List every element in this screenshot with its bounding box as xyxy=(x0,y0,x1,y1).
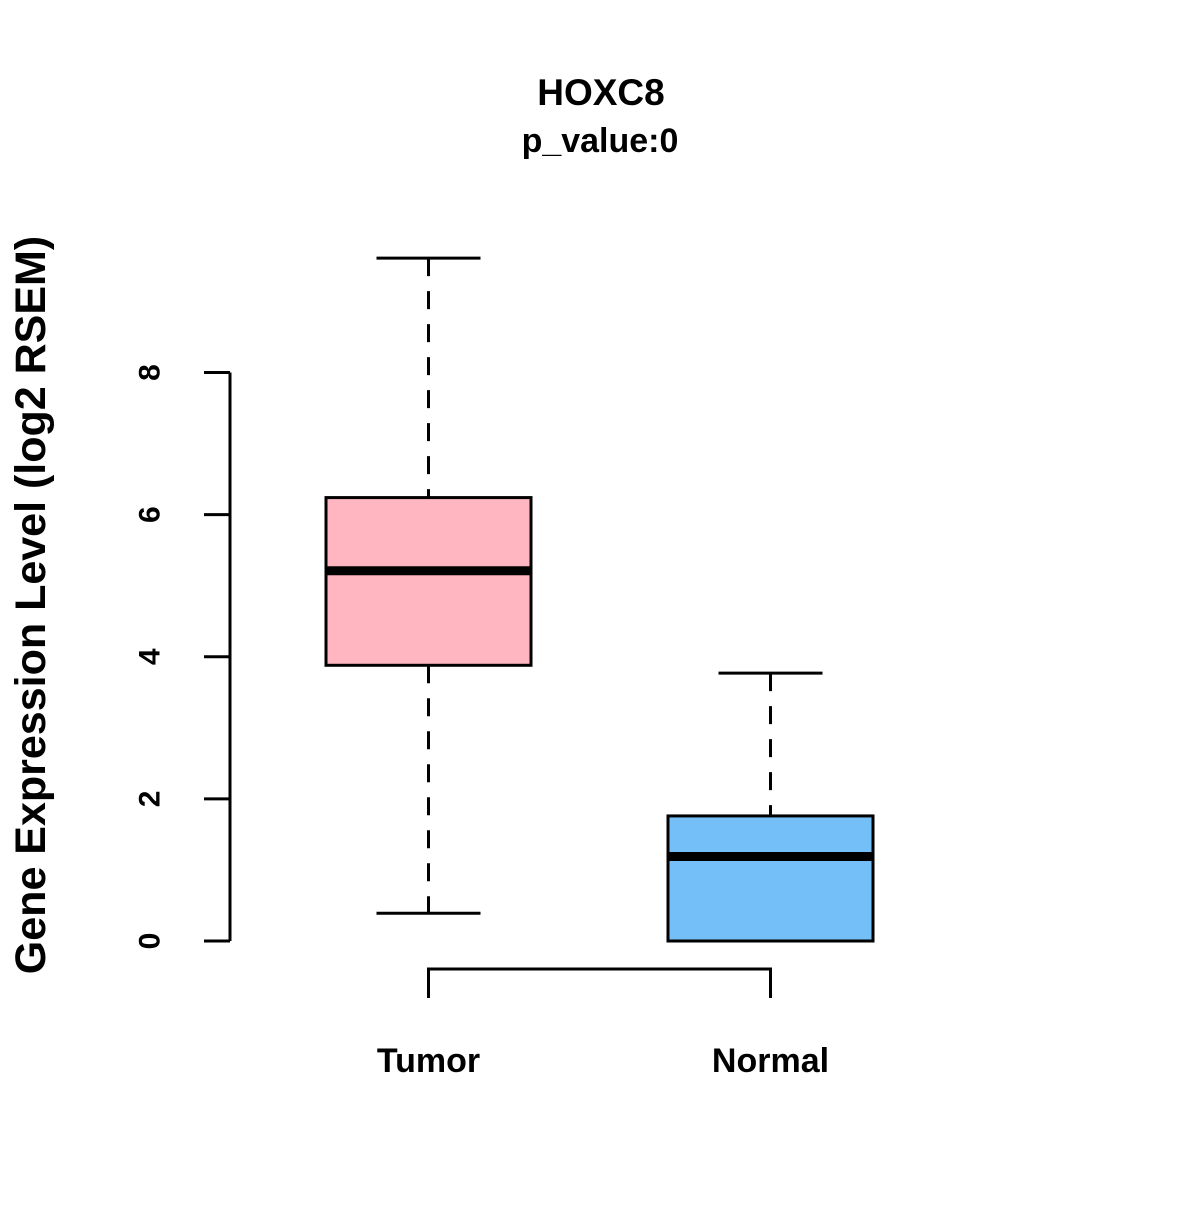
boxplot-normal: Normal xyxy=(666,671,875,1080)
y-axis: 0 2 4 6 8 xyxy=(134,364,232,950)
x-category-label: Tumor xyxy=(377,1042,480,1080)
comparison-bracket xyxy=(427,967,772,998)
y-axis-tick-label: 8 xyxy=(134,364,167,381)
plot-layer: 0 2 4 6 8 Tumor Normal xyxy=(134,256,875,1080)
boxplot-tumor: Tumor xyxy=(324,256,533,1080)
chart-subtitle: p_value:0 xyxy=(522,122,679,160)
y-axis-label: Gene Expression Level (log2 RSEM) xyxy=(7,236,55,974)
y-axis-tick-label: 0 xyxy=(134,933,167,950)
y-axis-tick-label: 6 xyxy=(134,506,167,523)
iqr-box xyxy=(324,496,533,667)
iqr-box xyxy=(666,814,875,943)
x-category-label: Normal xyxy=(712,1042,829,1080)
y-axis-tick-label: 2 xyxy=(134,791,167,808)
chart-title: HOXC8 xyxy=(537,72,664,113)
y-axis-tick-label: 4 xyxy=(134,648,167,665)
